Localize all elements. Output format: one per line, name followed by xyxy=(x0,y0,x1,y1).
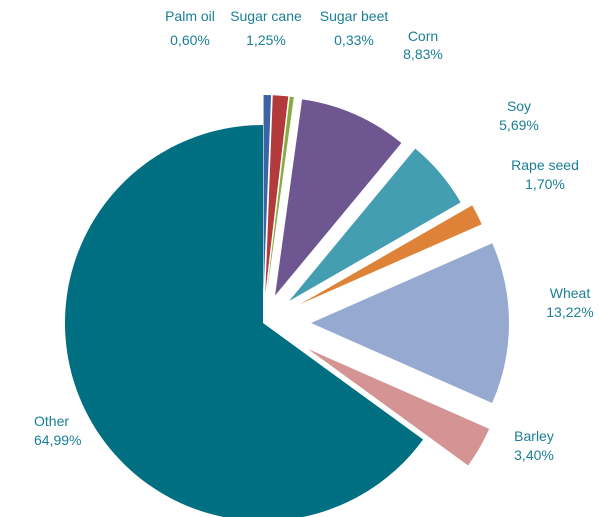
slice-name-label-rape-seed: Rape seed xyxy=(511,157,579,173)
slice-value-label-barley: 3,40% xyxy=(514,447,554,463)
pie-slice-palm-oil xyxy=(263,95,272,294)
slice-name-label-palm-oil: Palm oil xyxy=(165,8,215,24)
slice-value-label-sugar-cane: 1,25% xyxy=(246,32,286,48)
slice-value-label-sugar-beet: 0,33% xyxy=(334,32,374,48)
pie-slice-barley xyxy=(308,348,490,466)
slice-name-label-sugar-beet: Sugar beet xyxy=(320,8,389,24)
slice-value-label-palm-oil: 0,60% xyxy=(170,32,210,48)
slice-value-label-wheat: 13,22% xyxy=(546,304,593,320)
slice-value-label-rape-seed: 1,70% xyxy=(525,176,565,192)
slice-value-label-corn: 8,83% xyxy=(403,46,443,62)
pie-slice-sugar-cane xyxy=(265,95,289,294)
slice-name-label-sugar-cane: Sugar cane xyxy=(230,8,302,24)
slice-value-label-other: 64,99% xyxy=(34,432,81,448)
slice-value-label-soy: 5,69% xyxy=(499,117,539,133)
slice-name-label-wheat: Wheat xyxy=(550,285,591,301)
pie-slice-rape-seed xyxy=(300,205,482,305)
pie-slice-corn xyxy=(275,99,402,296)
slice-name-label-corn: Corn xyxy=(408,28,438,44)
slice-name-label-soy: Soy xyxy=(507,98,531,114)
pie-slice-other xyxy=(65,125,424,517)
pie-slice-soy xyxy=(289,148,461,302)
slice-name-label-other: Other xyxy=(34,413,69,429)
slice-name-label-barley: Barley xyxy=(514,428,554,444)
pie-slice-sugar-beet xyxy=(266,96,294,294)
pie-slice-wheat xyxy=(311,243,509,403)
